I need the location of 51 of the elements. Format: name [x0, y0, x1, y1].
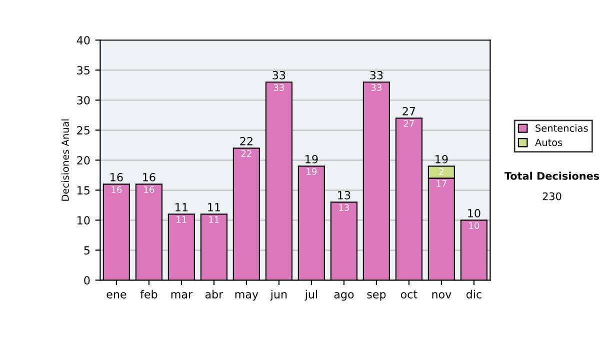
- total-label: 11: [208, 203, 220, 212]
- data-label: 27: [404, 120, 414, 127]
- y-tick-label: 15: [78, 186, 90, 195]
- total-label: 16: [143, 172, 156, 182]
- data-label: 22: [241, 150, 252, 157]
- total-label: 11: [176, 203, 188, 212]
- data-label: 19: [306, 168, 317, 175]
- data-label: 2: [439, 168, 444, 175]
- total-label: 16: [110, 172, 123, 182]
- data-label: 16: [112, 186, 122, 193]
- x-tick-label: nov: [432, 292, 452, 298]
- total-label: 13: [338, 190, 350, 200]
- data-label: 17: [436, 180, 446, 187]
- x-tick-label: mar: [171, 292, 193, 298]
- x-tick-label: jul: [304, 290, 318, 301]
- x-tick-label: ago: [334, 292, 354, 301]
- y-tick-label: 10: [78, 216, 90, 225]
- x-tick-label: abr: [205, 290, 224, 298]
- y-tick-label: 40: [76, 36, 90, 44]
- y-axis-title: Decisiones Anual: [61, 119, 69, 201]
- data-label: 11: [176, 216, 186, 223]
- y-tick-label: 0: [84, 276, 90, 285]
- legend-label: Autos: [535, 138, 562, 146]
- total-label: 10: [468, 208, 480, 218]
- y-tick-label: 25: [77, 126, 90, 135]
- text: Total Decisiones: [504, 172, 600, 180]
- x-tick-label: dic: [466, 290, 482, 298]
- legend-label: Sentencias: [536, 124, 588, 132]
- total-label: 19: [306, 154, 318, 164]
- x-tick-label: feb: [140, 290, 158, 298]
- y-tick-label: 20: [77, 156, 90, 165]
- total-label: 33: [272, 70, 286, 80]
- y-tick-label: 30: [77, 96, 90, 105]
- x-tick-label: sep: [367, 292, 386, 301]
- y-tick-label: 5: [84, 246, 90, 255]
- total-label: 33: [370, 70, 383, 80]
- total-label: 22: [240, 136, 252, 146]
- data-label: 33: [371, 84, 382, 91]
- total-label: 27: [402, 106, 416, 116]
- x-tick-label: jun: [270, 290, 287, 301]
- data-label: 10: [469, 222, 480, 229]
- data-label: 33: [274, 84, 284, 91]
- text: 230: [542, 192, 562, 200]
- data-label: 13: [339, 204, 349, 211]
- x-tick-label: oct: [400, 290, 418, 298]
- x-tick-label: may: [235, 292, 258, 301]
- data-label: 11: [209, 216, 219, 223]
- data-label: 16: [144, 186, 154, 193]
- total-label: 19: [436, 154, 448, 164]
- y-tick-label: 35: [77, 66, 90, 75]
- x-tick-label: ene: [106, 292, 126, 298]
